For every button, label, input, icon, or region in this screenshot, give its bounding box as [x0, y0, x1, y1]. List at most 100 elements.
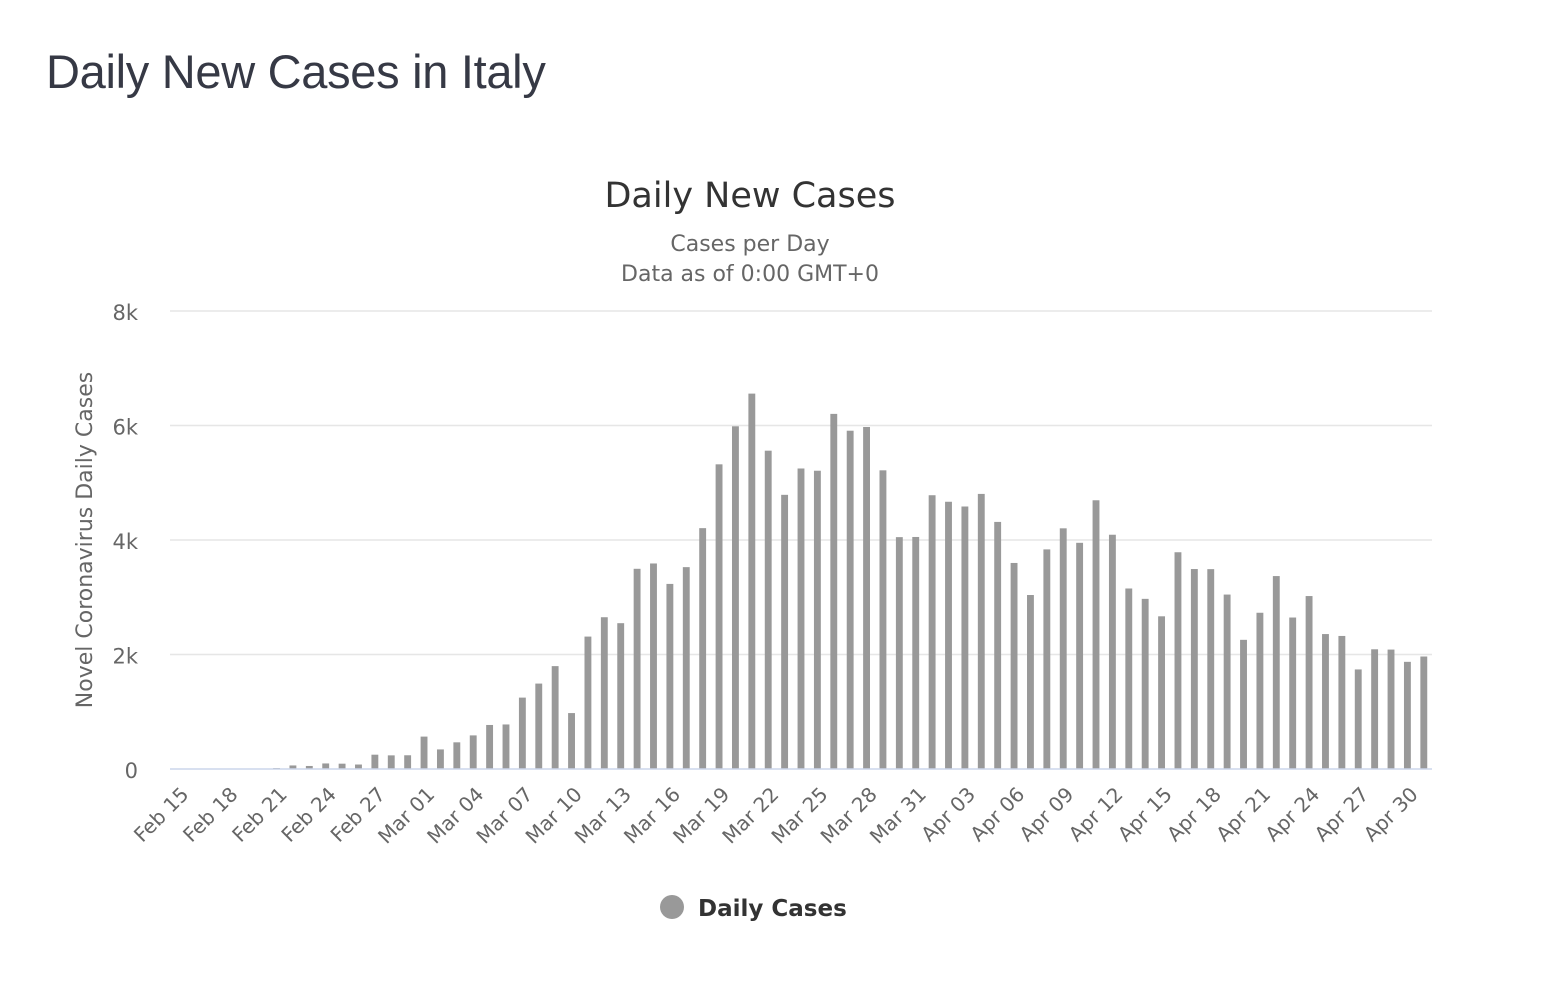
bar-apr-24[interactable]: Apr 24: 3021 [1305, 596, 1313, 769]
x-tick-label: Apr 30 [1359, 782, 1423, 846]
x-tick-label: Apr 27 [1310, 782, 1374, 846]
x-tick-label: Apr 09 [1014, 782, 1078, 846]
bar-apr-23[interactable]: Apr 23: 2646 [1289, 617, 1297, 769]
bar-mar-29[interactable]: Mar 29: 5217 [879, 470, 887, 769]
bar-apr-07[interactable]: Apr 07: 3039 [1027, 595, 1034, 769]
bar-apr-30[interactable]: Apr 30: 1872 [1403, 661, 1411, 769]
bar-feb-25[interactable]: Feb 25: 93 [338, 763, 346, 769]
x-tick-label: Apr 06 [965, 782, 1029, 846]
bar-mar-04[interactable]: Mar 04: 587 [469, 735, 477, 769]
bar-apr-13[interactable]: Apr 13: 3153 [1125, 588, 1133, 769]
bar-apr-01[interactable]: Apr 01: 4782 [928, 495, 936, 769]
bar-feb-23[interactable]: Feb 23: 53 [305, 765, 313, 769]
bar-mar-26[interactable]: Mar 26: 6203 [830, 413, 838, 769]
bar-mar-17[interactable]: Mar 17: 3526 [682, 567, 690, 769]
x-tick-label: Feb 18 [178, 782, 243, 847]
bar-apr-20[interactable]: Apr 20: 2256 [1240, 639, 1247, 769]
x-tick-label: Feb 24 [276, 782, 341, 847]
x-tick-label: Apr 24 [1260, 782, 1324, 846]
bar-mar-13[interactable]: Mar 13: 2547 [617, 623, 625, 769]
bar-mar-18[interactable]: Mar 18: 4207 [699, 528, 707, 769]
bar-mar-14[interactable]: Mar 14: 3497 [633, 568, 641, 769]
bar-mar-08[interactable]: Mar 08: 1492 [535, 683, 543, 769]
bar-mar-24[interactable]: Mar 24: 5249 [797, 468, 805, 769]
bar-apr-22[interactable]: Apr 22: 3370 [1272, 576, 1280, 769]
y-tick-label: 0 [125, 759, 138, 783]
bar-mar-11[interactable]: Mar 11: 2313 [584, 636, 592, 769]
bar-mar-03[interactable]: Mar 03: 466 [453, 742, 461, 769]
y-tick-label: 8k [112, 301, 138, 325]
x-tick-label: Apr 15 [1113, 782, 1177, 846]
bar-apr-25[interactable]: Apr 25: 2357 [1322, 634, 1329, 769]
y-axis-ticks: 0 2k 4k 6k 8k [112, 301, 138, 783]
bar-apr-06[interactable]: Apr 06: 3599 [1010, 562, 1018, 769]
legend[interactable]: Daily Cases [660, 895, 847, 922]
chart-subtitle: Cases per Day [670, 232, 829, 257]
legend-label-daily-cases[interactable]: Daily Cases [698, 896, 847, 922]
bar-mar-01[interactable]: Mar 01: 566 [420, 736, 428, 769]
bar-mar-30[interactable]: Mar 30: 4050 [895, 537, 903, 769]
bar-mar-05[interactable]: Mar 05: 769 [486, 724, 494, 769]
x-tick-label: Apr 18 [1162, 782, 1226, 846]
bar-mar-09[interactable]: Mar 09: 1797 [551, 666, 559, 769]
bar-feb-27[interactable]: Feb 27: 250 [371, 754, 379, 769]
bar-apr-21[interactable]: Apr 21: 2729 [1256, 612, 1264, 769]
bar-apr-17[interactable]: Apr 17: 3493 [1190, 569, 1198, 769]
bar-apr-28[interactable]: Apr 28: 2091 [1371, 649, 1379, 769]
y-tick-label: 2k [112, 645, 138, 669]
bar-mar-27[interactable]: Mar 27: 5909 [846, 430, 854, 769]
legend-circle-marker-icon [660, 895, 684, 919]
bar-apr-16[interactable]: Apr 16: 3786 [1174, 552, 1182, 769]
bar-apr-09[interactable]: Apr 09: 4204 [1059, 528, 1067, 769]
bar-apr-15[interactable]: Apr 15: 2667 [1158, 616, 1166, 769]
bar-apr-03[interactable]: Apr 03: 4585 [961, 506, 969, 769]
y-tick-label: 4k [112, 530, 138, 554]
x-tick-label: Apr 21 [1211, 782, 1275, 846]
bar-mar-25[interactable]: Mar 25: 5210 [813, 470, 821, 769]
bar-feb-22[interactable]: Feb 22: 62 [289, 765, 297, 769]
bar-apr-05[interactable]: Apr 05: 4316 [994, 521, 1002, 769]
bar-mar-15[interactable]: Mar 15: 3590 [650, 563, 657, 769]
x-tick-label: Apr 12 [1064, 782, 1128, 846]
bar-mar-02[interactable]: Mar 02: 342 [436, 749, 444, 769]
bar-mar-10[interactable]: Mar 10: 977 [568, 713, 575, 769]
bar-mar-12[interactable]: Mar 12: 2651 [600, 617, 608, 769]
x-tick-label: Feb 15 [129, 782, 194, 847]
chart-title: Daily New Cases [604, 176, 895, 216]
bar-mar-16[interactable]: Mar 16: 3233 [666, 583, 674, 769]
bar-feb-24[interactable]: Feb 24: 97 [322, 763, 330, 769]
bar-feb-28[interactable]: Feb 28: 238 [387, 755, 395, 769]
bar-mar-21[interactable]: Mar 21: 6557 [748, 393, 756, 769]
bar-apr-04[interactable]: Apr 04: 4805 [977, 493, 985, 769]
bar-apr-26[interactable]: Apr 26: 2324 [1338, 635, 1346, 769]
bar-apr-14[interactable]: Apr 14: 2972 [1141, 598, 1149, 769]
bar-apr-29[interactable]: Apr 29: 2086 [1387, 649, 1395, 769]
page-title: Daily New Cases in Italy [46, 45, 546, 98]
bar-apr-11[interactable]: Apr 11: 4694 [1092, 500, 1100, 769]
bar-feb-29[interactable]: Feb 29: 240 [404, 755, 412, 769]
bar-mar-20[interactable]: Mar 20: 5986 [732, 426, 739, 769]
bar-apr-27[interactable]: Apr 27: 1739 [1354, 669, 1362, 769]
bar-mar-06[interactable]: Mar 06: 778 [502, 724, 510, 769]
bar-apr-18[interactable]: Apr 18: 3491 [1207, 569, 1215, 769]
chart-subtitle-data-date: Data as of 0:00 GMT+0 [621, 262, 879, 287]
bar-may-01[interactable]: May 01: 1965 [1420, 656, 1428, 770]
bar-mar-22[interactable]: Mar 22: 5560 [764, 450, 772, 769]
bar-apr-10[interactable]: Apr 10: 3951 [1076, 542, 1084, 769]
bar-apr-08[interactable]: Apr 08: 3836 [1043, 549, 1051, 769]
bar-mar-28[interactable]: Mar 28: 5974 [863, 426, 870, 769]
x-tick-label: Feb 21 [227, 782, 292, 847]
x-tick-label: Apr 03 [916, 782, 980, 846]
bar-mar-19[interactable]: Mar 19: 5322 [715, 464, 723, 769]
y-axis-title: Novel Coronavirus Daily Cases [73, 372, 98, 708]
bar-series-daily-cases[interactable]: Feb 15: 0Feb 16: 0Feb 17: 0Feb 18: 0Feb … [273, 393, 1428, 770]
bar-apr-02[interactable]: Apr 02: 4668 [945, 501, 952, 769]
bar-feb-26[interactable]: Feb 26: 78 [355, 764, 362, 769]
bar-mar-23[interactable]: Mar 23: 4789 [781, 494, 789, 769]
bar-apr-19[interactable]: Apr 19: 3047 [1223, 594, 1231, 769]
bar-mar-07[interactable]: Mar 07: 1247 [518, 697, 526, 769]
bar-mar-31[interactable]: Mar 31: 4053 [912, 536, 920, 769]
bar-apr-12[interactable]: Apr 12: 4092 [1108, 534, 1116, 769]
